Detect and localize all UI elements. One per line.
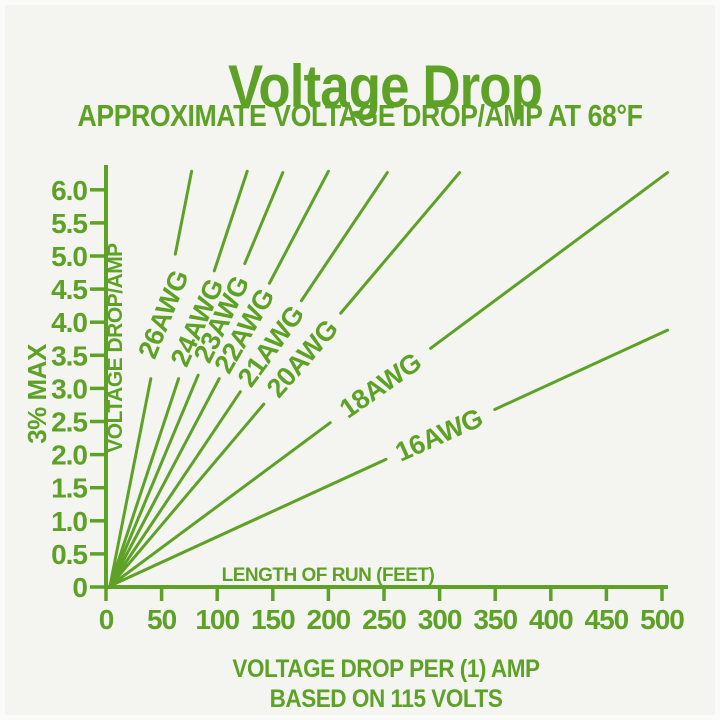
page-title: Voltage Drop <box>227 53 543 121</box>
y-tick-label: 0.5 <box>51 539 87 570</box>
x-tick-label: 150 <box>251 604 295 635</box>
x-tick-label: 400 <box>529 604 573 635</box>
x-tick-label: 350 <box>473 604 517 635</box>
wire-line-upper-23awg <box>243 171 285 266</box>
x-tick-label: 300 <box>418 604 462 635</box>
wire-label-16awg: 16AWG <box>391 403 487 468</box>
y-tick-label: 2.5 <box>51 407 87 438</box>
wire-line-upper-26awg <box>173 169 194 256</box>
x-tick-label: 100 <box>195 604 239 635</box>
y-tick-label: 0 <box>72 572 87 603</box>
footer-line-1: VOLTAGE DROP PER (1) AMP <box>232 655 540 683</box>
y-tick-label: 3.5 <box>51 340 87 371</box>
wire-line-lower-21awg <box>108 390 242 588</box>
x-tick-label: 450 <box>585 604 629 635</box>
x-tick-label: 500 <box>640 604 684 635</box>
wire-line-lower-24awg <box>108 377 181 588</box>
wire-line-upper-22awg <box>267 169 330 285</box>
wire-line-lower-16awg <box>108 457 388 588</box>
wire-line-upper-24awg <box>212 169 249 273</box>
y-tick-label: 3.0 <box>51 373 87 404</box>
y-axis-label: VOLTAGE DROP/AMP <box>104 243 127 453</box>
y-tick-label: 6.0 <box>51 175 87 206</box>
x-tick-label: 200 <box>307 604 351 635</box>
x-tick-label: 50 <box>147 604 177 635</box>
x-axis-label: LENGTH OF RUN (FEET) <box>222 565 435 586</box>
wire-line-lower-18awg <box>108 421 332 588</box>
footer-line-2: BASED ON 115 VOLTS <box>269 685 503 713</box>
wire-line-upper-20awg <box>339 171 462 315</box>
wire-line-lower-20awg <box>108 402 266 588</box>
x-tick-label: 0 <box>99 604 114 635</box>
y-tick-label: 4.5 <box>51 274 87 305</box>
y-tick-label: 1.5 <box>51 473 87 504</box>
chart-footer: VOLTAGE DROP PER (1) AMP BASED ON 115 VO… <box>39 654 720 714</box>
chart-subtitle: APPROXIMATE VOLTAGE DROP/AMP AT 68°F <box>77 98 643 133</box>
y-tick-label: 2.0 <box>51 440 87 471</box>
y-tick-label: 4.0 <box>51 307 87 338</box>
wire-line-upper-18awg <box>429 171 670 350</box>
wire-line-lower-23awg <box>108 373 200 588</box>
y-tick-label: 5.5 <box>51 208 87 239</box>
wire-label-18awg: 18AWG <box>334 347 427 424</box>
y-tick-label: 5.0 <box>51 241 87 272</box>
wire-line-lower-26awg <box>108 377 153 588</box>
wire-line-upper-21awg <box>299 171 389 303</box>
y-axis-3-percent-max-label: 3% MAX <box>22 343 52 444</box>
wire-line-upper-16awg <box>493 328 670 411</box>
x-tick-label: 250 <box>362 604 406 635</box>
wire-line-lower-22awg <box>108 377 221 588</box>
y-tick-label: 1.0 <box>51 506 87 537</box>
